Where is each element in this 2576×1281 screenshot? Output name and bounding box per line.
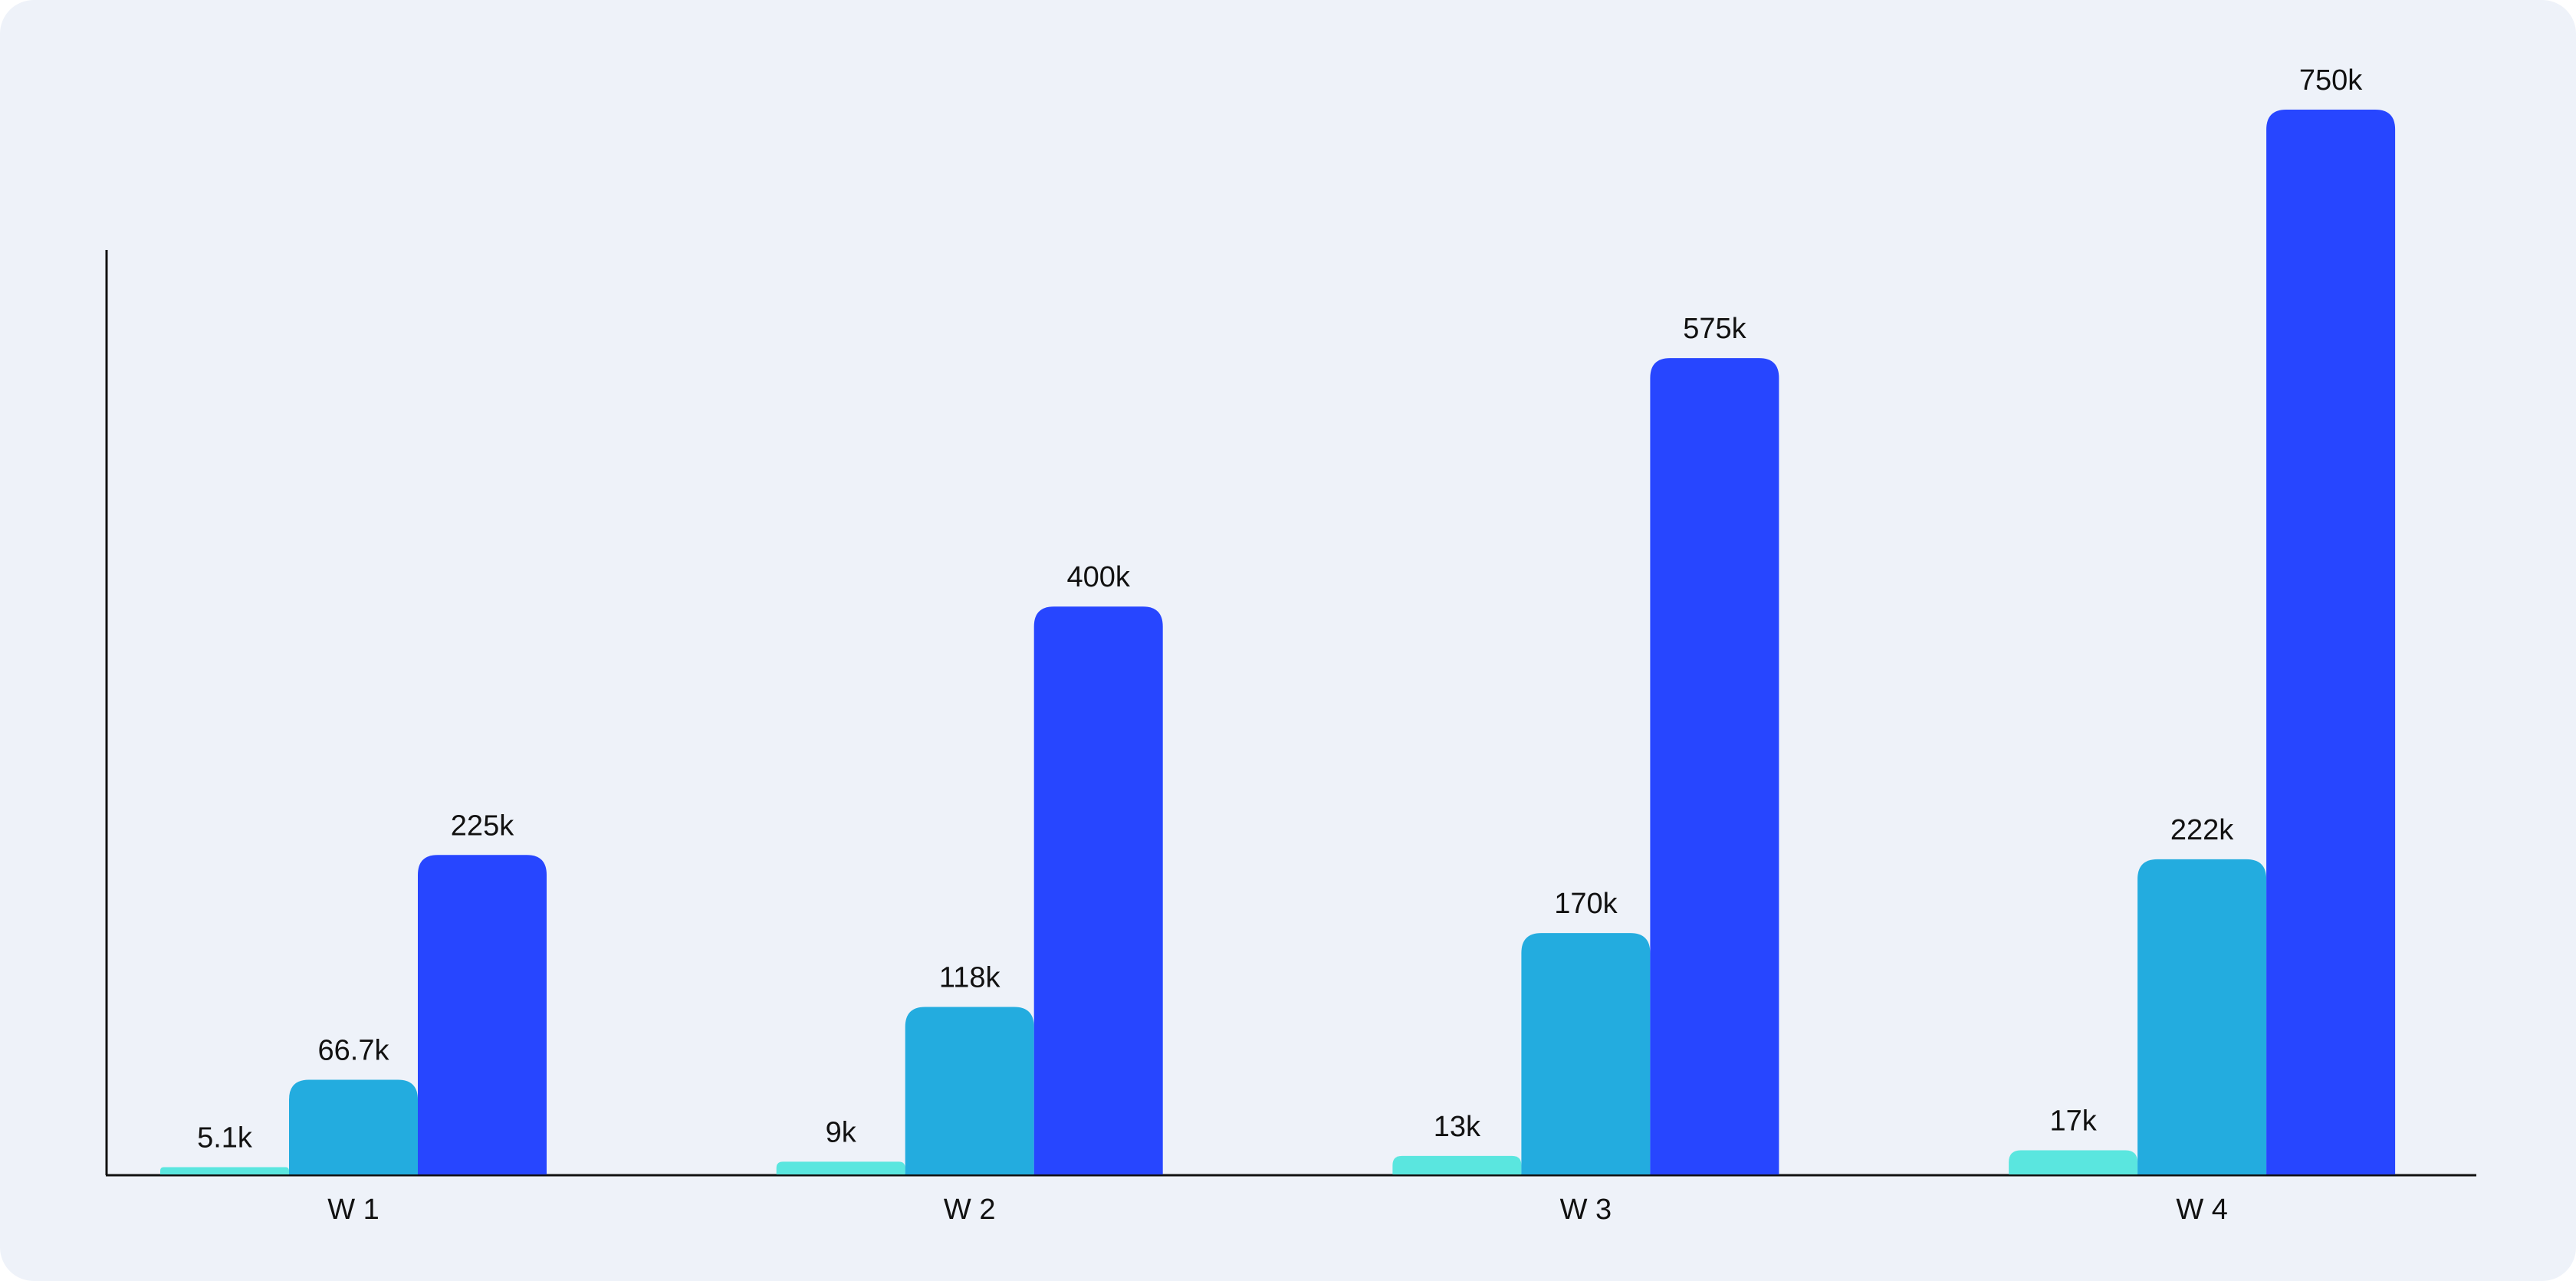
value-label: 400k [1066,561,1130,593]
bar [2137,859,2267,1174]
bar [160,1167,289,1174]
bar [1650,358,1779,1175]
x-tick-label: W 4 [2176,1194,2228,1226]
x-tick-label: W 3 [1560,1194,1612,1226]
value-label: 5.1k [197,1122,253,1155]
bar [1392,1155,1522,1174]
bar [2009,1150,2138,1174]
bar [2266,110,2396,1174]
value-label: 118k [939,961,1001,994]
value-label: 222k [2170,814,2234,846]
value-label: 750k [2299,64,2363,97]
x-tick-label: W 2 [944,1194,996,1226]
value-label: 170k [1554,888,1618,920]
bar [289,1079,418,1174]
value-label: 17k [2049,1105,2097,1138]
value-label: 13k [1434,1111,1481,1143]
bar [1521,933,1651,1174]
value-label: 575k [1683,313,1746,345]
bar [1033,606,1163,1174]
value-label: 9k [826,1116,857,1148]
bar [418,855,547,1174]
x-tick-label: W 1 [327,1194,380,1226]
value-label: 225k [451,810,514,842]
bar [905,1007,1034,1174]
bar [776,1161,905,1174]
value-label: 66.7k [318,1035,390,1067]
